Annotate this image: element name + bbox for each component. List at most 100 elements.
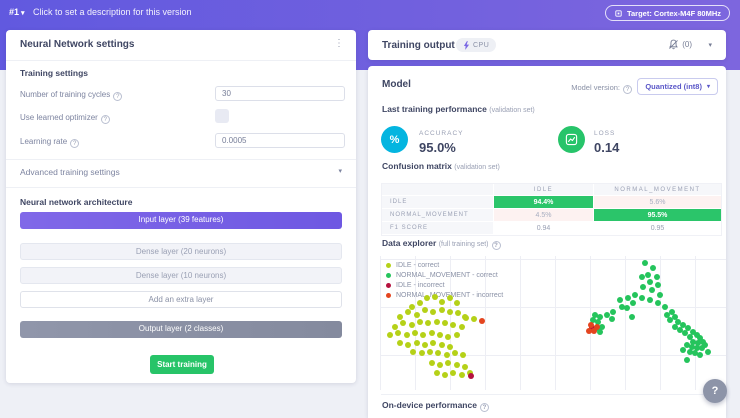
input-layer-button[interactable]: Input layer (39 features) bbox=[20, 212, 342, 229]
data-explorer-plot[interactable]: IDLE - correct NORMAL_MOVEMENT - correct… bbox=[380, 256, 726, 390]
scatter-point bbox=[439, 342, 445, 348]
training-output-header: Training output CPU (0) ▾ bbox=[368, 30, 726, 60]
training-settings-heading: Training settings bbox=[20, 68, 89, 78]
confusion-row-f1: F1 SCORE 0.94 0.95 bbox=[382, 222, 721, 235]
confusion-cell: 0.95 bbox=[594, 222, 721, 235]
confusion-cell: 0.94 bbox=[494, 222, 594, 235]
scatter-point bbox=[432, 294, 438, 300]
scatter-point bbox=[405, 342, 411, 348]
legend-dot-idle-incorrect bbox=[386, 282, 391, 288]
scatter-point bbox=[454, 332, 460, 338]
scatter-point bbox=[624, 305, 630, 311]
scatter-point bbox=[422, 307, 428, 313]
scatter-point bbox=[599, 324, 605, 330]
divider bbox=[6, 159, 356, 160]
accuracy-icon: % bbox=[381, 126, 408, 153]
caret-down-icon[interactable]: ▾ bbox=[708, 42, 712, 49]
learning-rate-label: Learning rate? bbox=[20, 137, 80, 148]
help-icon[interactable]: ? bbox=[479, 403, 489, 412]
scatter-point bbox=[427, 349, 433, 355]
panel-title: Neural Network settings bbox=[20, 39, 135, 50]
scatter-point bbox=[397, 314, 403, 320]
caret-down-icon: ▾ bbox=[21, 10, 25, 17]
target-badge[interactable]: Target: Cortex-M4F 80MHz bbox=[604, 5, 730, 21]
learned-optimizer-checkbox[interactable] bbox=[215, 109, 229, 123]
help-icon[interactable]: ? bbox=[623, 85, 632, 94]
training-output-title: Training output bbox=[382, 40, 455, 51]
dense-layer-20-button[interactable]: Dense layer (20 neurons) bbox=[20, 243, 342, 260]
scatter-point bbox=[437, 332, 443, 338]
scatter-point bbox=[430, 309, 436, 315]
help-icon[interactable]: ? bbox=[70, 139, 80, 148]
confusion-col-normal-movement: NORMAL_MOVEMENT bbox=[594, 184, 721, 196]
scatter-point bbox=[705, 349, 711, 355]
scatter-point bbox=[642, 260, 648, 266]
scatter-point bbox=[695, 340, 701, 346]
scatter-point bbox=[442, 372, 448, 378]
loss-label: LOSS bbox=[594, 130, 616, 137]
legend-dot-idle-correct bbox=[386, 262, 391, 268]
add-extra-layer-button[interactable]: Add an extra layer bbox=[20, 291, 342, 308]
confusion-cell: 95.5% bbox=[594, 209, 721, 222]
legend-item: NORMAL_MOVEMENT - correct bbox=[386, 270, 503, 280]
cpu-badge[interactable]: CPU bbox=[456, 38, 497, 52]
scatter-point bbox=[689, 344, 695, 350]
scatter-point bbox=[699, 345, 705, 351]
scatter-point bbox=[459, 372, 465, 378]
scatter-point bbox=[430, 340, 436, 346]
scatter-point bbox=[417, 300, 423, 306]
legend-item: NORMAL_MOVEMENT - incorrect bbox=[386, 290, 503, 300]
divider bbox=[6, 60, 356, 61]
architecture-heading: Neural network architecture bbox=[20, 197, 133, 207]
scatter-point bbox=[629, 314, 635, 320]
scatter-point bbox=[422, 342, 428, 348]
scatter-point bbox=[619, 304, 625, 310]
advanced-training-settings-toggle[interactable]: Advanced training settings ▾ bbox=[20, 167, 342, 177]
scatter-point bbox=[404, 332, 410, 338]
divider bbox=[6, 187, 356, 188]
confusion-cell: 94.4% bbox=[494, 196, 594, 209]
legend-item: IDLE - correct bbox=[386, 260, 503, 270]
dense-layer-10-button[interactable]: Dense layer (10 neurons) bbox=[20, 267, 342, 284]
version-description[interactable]: Click to set a description for this vers… bbox=[33, 7, 192, 17]
kebab-menu-icon[interactable]: ⋮ bbox=[334, 38, 344, 49]
scatter-point bbox=[649, 287, 655, 293]
help-button[interactable]: ? bbox=[703, 379, 727, 403]
training-cycles-input[interactable] bbox=[215, 86, 345, 101]
version-dropdown[interactable]: #1 ▾ bbox=[9, 7, 25, 17]
help-icon[interactable]: ? bbox=[491, 241, 501, 250]
scatter-point bbox=[412, 330, 418, 336]
scatter-point bbox=[667, 317, 673, 323]
scatter-point bbox=[680, 322, 686, 328]
scatter-point bbox=[640, 284, 646, 290]
confusion-heading: Confusion matrix (validation set) bbox=[382, 161, 500, 171]
scatter-point bbox=[680, 347, 686, 353]
scatter-point bbox=[610, 309, 616, 315]
help-icon[interactable]: ? bbox=[113, 92, 123, 101]
confusion-cell: 5.6% bbox=[594, 196, 721, 209]
scatter-point bbox=[454, 362, 460, 368]
scatter-point bbox=[387, 332, 393, 338]
confusion-row-idle: IDLE 94.4% 5.6% bbox=[382, 196, 721, 209]
neural-network-settings-panel: Neural Network settings ⋮ Training setti… bbox=[6, 30, 356, 383]
data-explorer-heading: Data explorer (full training set)? bbox=[382, 238, 501, 250]
scatter-point bbox=[662, 304, 668, 310]
target-badge-label: Target: Cortex-M4F 80MHz bbox=[626, 8, 721, 18]
scatter-point bbox=[677, 327, 683, 333]
learning-rate-input[interactable] bbox=[215, 133, 345, 148]
scatter-point bbox=[425, 320, 431, 326]
scatter-point bbox=[650, 265, 656, 271]
scatter-point bbox=[439, 307, 445, 313]
scatter-point bbox=[694, 345, 700, 351]
output-layer-button[interactable]: Output layer (2 classes) bbox=[20, 321, 342, 338]
model-version-select[interactable]: Quantized (int8) ▾ bbox=[637, 78, 718, 95]
start-training-button[interactable]: Start training bbox=[150, 355, 214, 374]
scatter-point bbox=[468, 373, 474, 379]
notifications-count: (0) bbox=[682, 40, 692, 49]
scatter-point bbox=[702, 342, 708, 348]
help-icon[interactable]: ? bbox=[100, 115, 110, 124]
scatter-point bbox=[630, 300, 636, 306]
scatter-point bbox=[462, 364, 468, 370]
scatter-point bbox=[697, 352, 703, 358]
notifications-muted[interactable]: (0) bbox=[668, 39, 692, 50]
